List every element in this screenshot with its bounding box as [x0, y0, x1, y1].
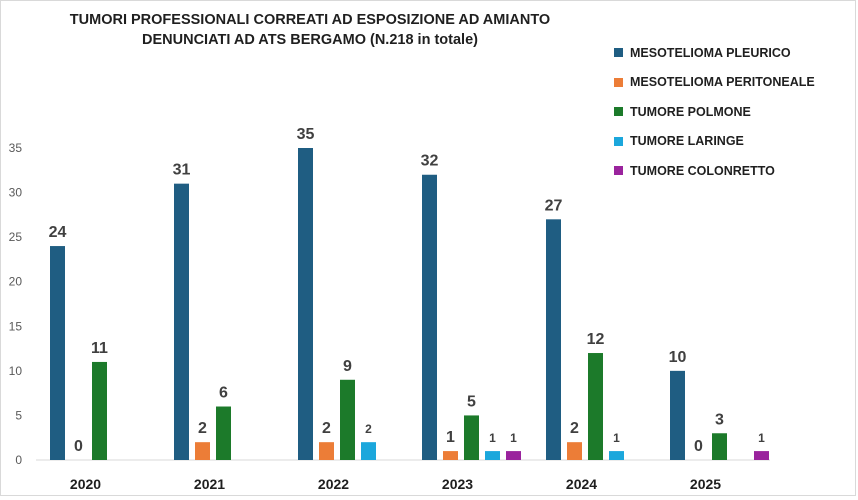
legend-swatch	[614, 77, 623, 87]
legend-swatch	[614, 107, 623, 117]
legend-item-tumore-colonretto: TUMORE COLONRETTO	[614, 156, 815, 186]
bar	[588, 353, 603, 460]
y-tick-label: 20	[9, 275, 23, 289]
bar	[567, 442, 582, 460]
y-tick-label: 25	[9, 230, 23, 244]
legend-item-tumore-laringe: TUMORE LARINGE	[614, 127, 815, 157]
bar	[712, 433, 727, 460]
data-label: 1	[489, 431, 496, 445]
data-label: 35	[297, 126, 315, 143]
data-label: 1	[446, 429, 455, 446]
data-label: 24	[49, 224, 67, 241]
y-tick-label: 10	[9, 364, 23, 378]
chart-title-line-1: TUMORI PROFESSIONALI CORREATI AD ESPOSIZ…	[69, 12, 551, 28]
data-label: 2	[322, 420, 331, 437]
chart-title: TUMORI PROFESSIONALI CORREATI AD ESPOSIZ…	[30, 10, 590, 50]
chart-title-line-2: DENUNCIATI AD ATS BERGAMO (N.218 in tota…	[142, 32, 478, 48]
bar	[361, 442, 376, 460]
bar	[754, 451, 769, 460]
data-label: 0	[694, 438, 703, 455]
bar	[464, 415, 479, 460]
data-label: 2	[365, 422, 372, 436]
bar	[216, 406, 231, 460]
legend-item-mesotelioma-pleurico: MESOTELIOMA PLEURICO	[614, 38, 815, 68]
y-tick-label: 35	[9, 141, 23, 155]
legend-swatch	[614, 48, 623, 58]
data-label: 11	[91, 340, 108, 357]
data-label: 0	[74, 438, 83, 455]
data-label: 12	[587, 331, 605, 348]
data-label: 10	[669, 349, 687, 366]
legend-label: MESOTELIOMA PERITONEALE	[630, 75, 815, 90]
bar	[298, 148, 313, 460]
y-tick-label: 15	[9, 319, 23, 333]
bar	[195, 442, 210, 460]
data-label: 1	[510, 431, 517, 445]
legend-item-tumore-polmone: TUMORE POLMONE	[614, 97, 815, 127]
legend-label: MESOTELIOMA PLEURICO	[630, 45, 791, 60]
y-tick-label: 0	[15, 453, 22, 467]
bar	[443, 451, 458, 460]
y-tick-label: 5	[15, 408, 22, 422]
data-label: 3	[715, 411, 724, 428]
bar	[50, 246, 65, 460]
x-tick-label: 2024	[566, 476, 597, 492]
data-label: 1	[613, 431, 620, 445]
bar	[174, 183, 189, 460]
x-tick-label: 2021	[194, 476, 225, 492]
legend-label: TUMORE POLMONE	[630, 104, 751, 119]
data-label: 1	[758, 431, 765, 445]
data-label: 5	[467, 393, 476, 410]
x-tick-label: 2023	[442, 476, 473, 492]
data-label: 9	[343, 358, 352, 375]
legend-label: TUMORE COLONRETTO	[630, 163, 775, 178]
bar	[319, 442, 334, 460]
data-label: 2	[570, 420, 579, 437]
x-tick-label: 2022	[318, 476, 349, 492]
legend-swatch	[614, 136, 623, 146]
bar	[546, 219, 561, 460]
data-label: 27	[545, 197, 563, 214]
legend-item-mesotelioma-peritoneale: MESOTELIOMA PERITONEALE	[614, 68, 815, 98]
data-label: 31	[173, 162, 191, 179]
legend: MESOTELIOMA PLEURICO MESOTELIOMA PERITON…	[614, 38, 815, 186]
data-label: 32	[421, 153, 439, 170]
y-tick-label: 30	[9, 186, 23, 200]
bar	[340, 379, 355, 460]
bar	[422, 174, 437, 460]
bar	[506, 451, 521, 460]
data-label: 6	[219, 385, 228, 402]
bar	[609, 451, 624, 460]
x-tick-label: 2020	[70, 476, 101, 492]
data-label: 2	[198, 420, 207, 437]
bar	[92, 361, 107, 460]
legend-label: TUMORE LARINGE	[630, 134, 744, 149]
legend-swatch	[614, 166, 623, 176]
x-tick-label: 2025	[690, 476, 721, 492]
bar	[485, 451, 500, 460]
bar	[670, 370, 685, 460]
